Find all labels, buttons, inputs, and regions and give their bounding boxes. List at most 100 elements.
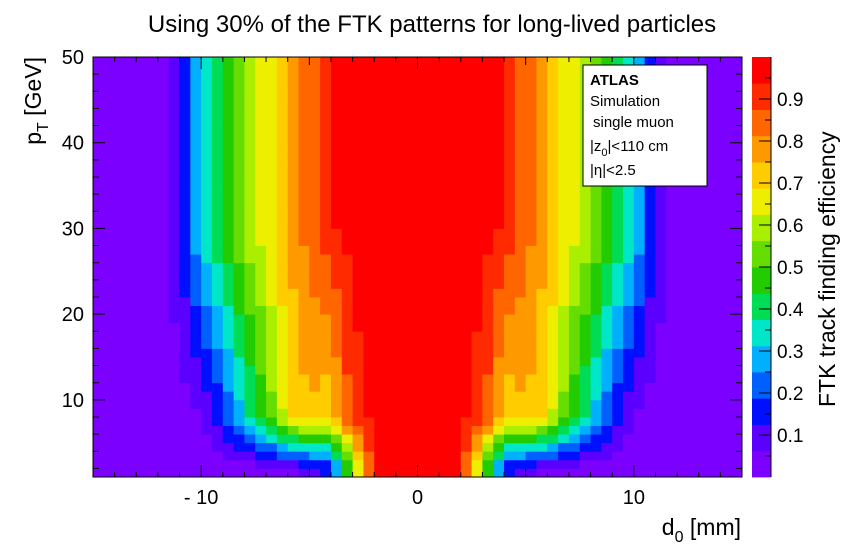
heatmap-cell bbox=[558, 417, 570, 426]
heatmap-cell bbox=[514, 271, 527, 281]
heatmap-cell bbox=[103, 168, 116, 178]
heatmap-cell bbox=[504, 288, 516, 298]
heatmap-cell bbox=[460, 82, 472, 92]
heatmap-cell bbox=[547, 314, 559, 324]
heatmap-cell bbox=[93, 108, 105, 118]
heatmap-cell bbox=[623, 237, 635, 246]
heatmap-cell bbox=[201, 254, 213, 264]
heatmap-cell bbox=[276, 202, 289, 212]
heatmap-cell bbox=[731, 168, 743, 178]
heatmap-cell bbox=[460, 417, 472, 426]
heatmap-cell bbox=[320, 331, 332, 341]
heatmap-cell bbox=[439, 125, 451, 135]
heatmap-cell bbox=[244, 262, 256, 272]
heatmap-cell bbox=[687, 322, 700, 332]
heatmap-cell bbox=[287, 125, 299, 135]
heatmap-cell bbox=[590, 357, 602, 366]
heatmap-cell bbox=[211, 459, 224, 469]
heatmap-cell bbox=[93, 382, 105, 392]
heatmap-cell bbox=[417, 305, 429, 315]
heatmap-cell bbox=[233, 57, 245, 66]
heatmap-cell bbox=[439, 254, 451, 264]
heatmap-cell bbox=[309, 305, 321, 315]
heatmap-cell bbox=[590, 305, 602, 315]
heatmap-cell bbox=[309, 219, 321, 229]
heatmap-cell bbox=[309, 417, 321, 426]
heatmap-cell bbox=[460, 297, 472, 306]
heatmap-cell bbox=[558, 271, 570, 281]
heatmap-cell bbox=[179, 339, 191, 349]
heatmap-cell bbox=[601, 305, 613, 315]
heatmap-cell bbox=[449, 357, 462, 366]
heatmap-cell bbox=[222, 314, 235, 324]
heatmap-cell bbox=[406, 297, 418, 306]
heatmap-cell bbox=[320, 305, 332, 315]
heatmap-cell bbox=[720, 194, 732, 204]
heatmap-cell bbox=[266, 434, 278, 444]
heatmap-cell bbox=[428, 305, 440, 315]
heatmap-cell bbox=[698, 57, 710, 66]
heatmap-cell bbox=[320, 82, 332, 92]
heatmap-cell bbox=[266, 314, 278, 324]
heatmap-cell bbox=[147, 82, 159, 92]
heatmap-cell bbox=[525, 459, 537, 469]
heatmap-cell bbox=[471, 314, 483, 324]
heatmap-cell bbox=[720, 374, 732, 384]
heatmap-cell bbox=[244, 82, 256, 92]
heatmap-cell bbox=[525, 417, 537, 426]
heatmap-cell bbox=[504, 74, 516, 84]
heatmap-cell bbox=[179, 82, 191, 92]
heatmap-cell bbox=[471, 331, 483, 341]
heatmap-cell bbox=[731, 442, 743, 452]
heatmap-cell bbox=[601, 245, 613, 255]
heatmap-cell bbox=[579, 237, 591, 246]
heatmap-cell bbox=[731, 211, 743, 221]
heatmap-cell bbox=[395, 382, 408, 392]
heatmap-cell bbox=[536, 331, 548, 341]
heatmap-cell bbox=[363, 271, 375, 281]
heatmap-cell bbox=[168, 245, 180, 255]
heatmap-cell bbox=[547, 339, 559, 349]
heatmap-cell bbox=[222, 339, 235, 349]
heatmap-cell bbox=[103, 99, 116, 109]
heatmap-cell bbox=[320, 177, 332, 186]
heatmap-cell bbox=[558, 91, 570, 101]
heatmap-cell bbox=[125, 65, 137, 75]
heatmap-cell bbox=[298, 134, 310, 144]
heatmap-cell bbox=[287, 254, 299, 264]
heatmap-cell bbox=[514, 322, 527, 332]
heatmap-cell bbox=[709, 65, 721, 75]
heatmap-cell bbox=[233, 228, 245, 238]
heatmap-cell bbox=[655, 254, 667, 264]
heatmap-cell bbox=[320, 142, 332, 152]
legend-line-simulation: Simulation bbox=[590, 93, 660, 110]
heatmap-cell bbox=[255, 237, 267, 246]
heatmap-cell bbox=[125, 451, 137, 461]
heatmap-cell bbox=[493, 245, 505, 255]
heatmap-cell bbox=[623, 279, 635, 289]
heatmap-cell bbox=[103, 65, 116, 75]
heatmap-cell bbox=[449, 434, 462, 444]
colorbar-tick-label: 0.7 bbox=[777, 174, 803, 195]
heatmap-cell bbox=[233, 99, 245, 109]
heatmap-cell bbox=[385, 279, 397, 289]
heatmap-cell bbox=[330, 125, 343, 135]
heatmap-cell bbox=[320, 314, 332, 324]
heatmap-cell bbox=[536, 245, 548, 255]
heatmap-cell bbox=[147, 459, 159, 469]
heatmap-cell bbox=[493, 314, 505, 324]
heatmap-cell bbox=[568, 74, 581, 84]
heatmap-cell bbox=[385, 314, 397, 324]
heatmap-cell bbox=[709, 288, 721, 298]
heatmap-cell bbox=[341, 425, 353, 435]
heatmap-cell bbox=[374, 125, 386, 135]
heatmap-cell bbox=[471, 425, 483, 435]
heatmap-cell bbox=[233, 348, 245, 358]
heatmap-cell bbox=[623, 382, 635, 392]
heatmap-cell bbox=[395, 228, 408, 238]
heatmap-cell bbox=[558, 74, 570, 84]
heatmap-cell bbox=[655, 459, 667, 469]
heatmap-cell bbox=[385, 417, 397, 426]
heatmap-cell bbox=[449, 399, 462, 409]
heatmap-cell bbox=[493, 125, 505, 135]
